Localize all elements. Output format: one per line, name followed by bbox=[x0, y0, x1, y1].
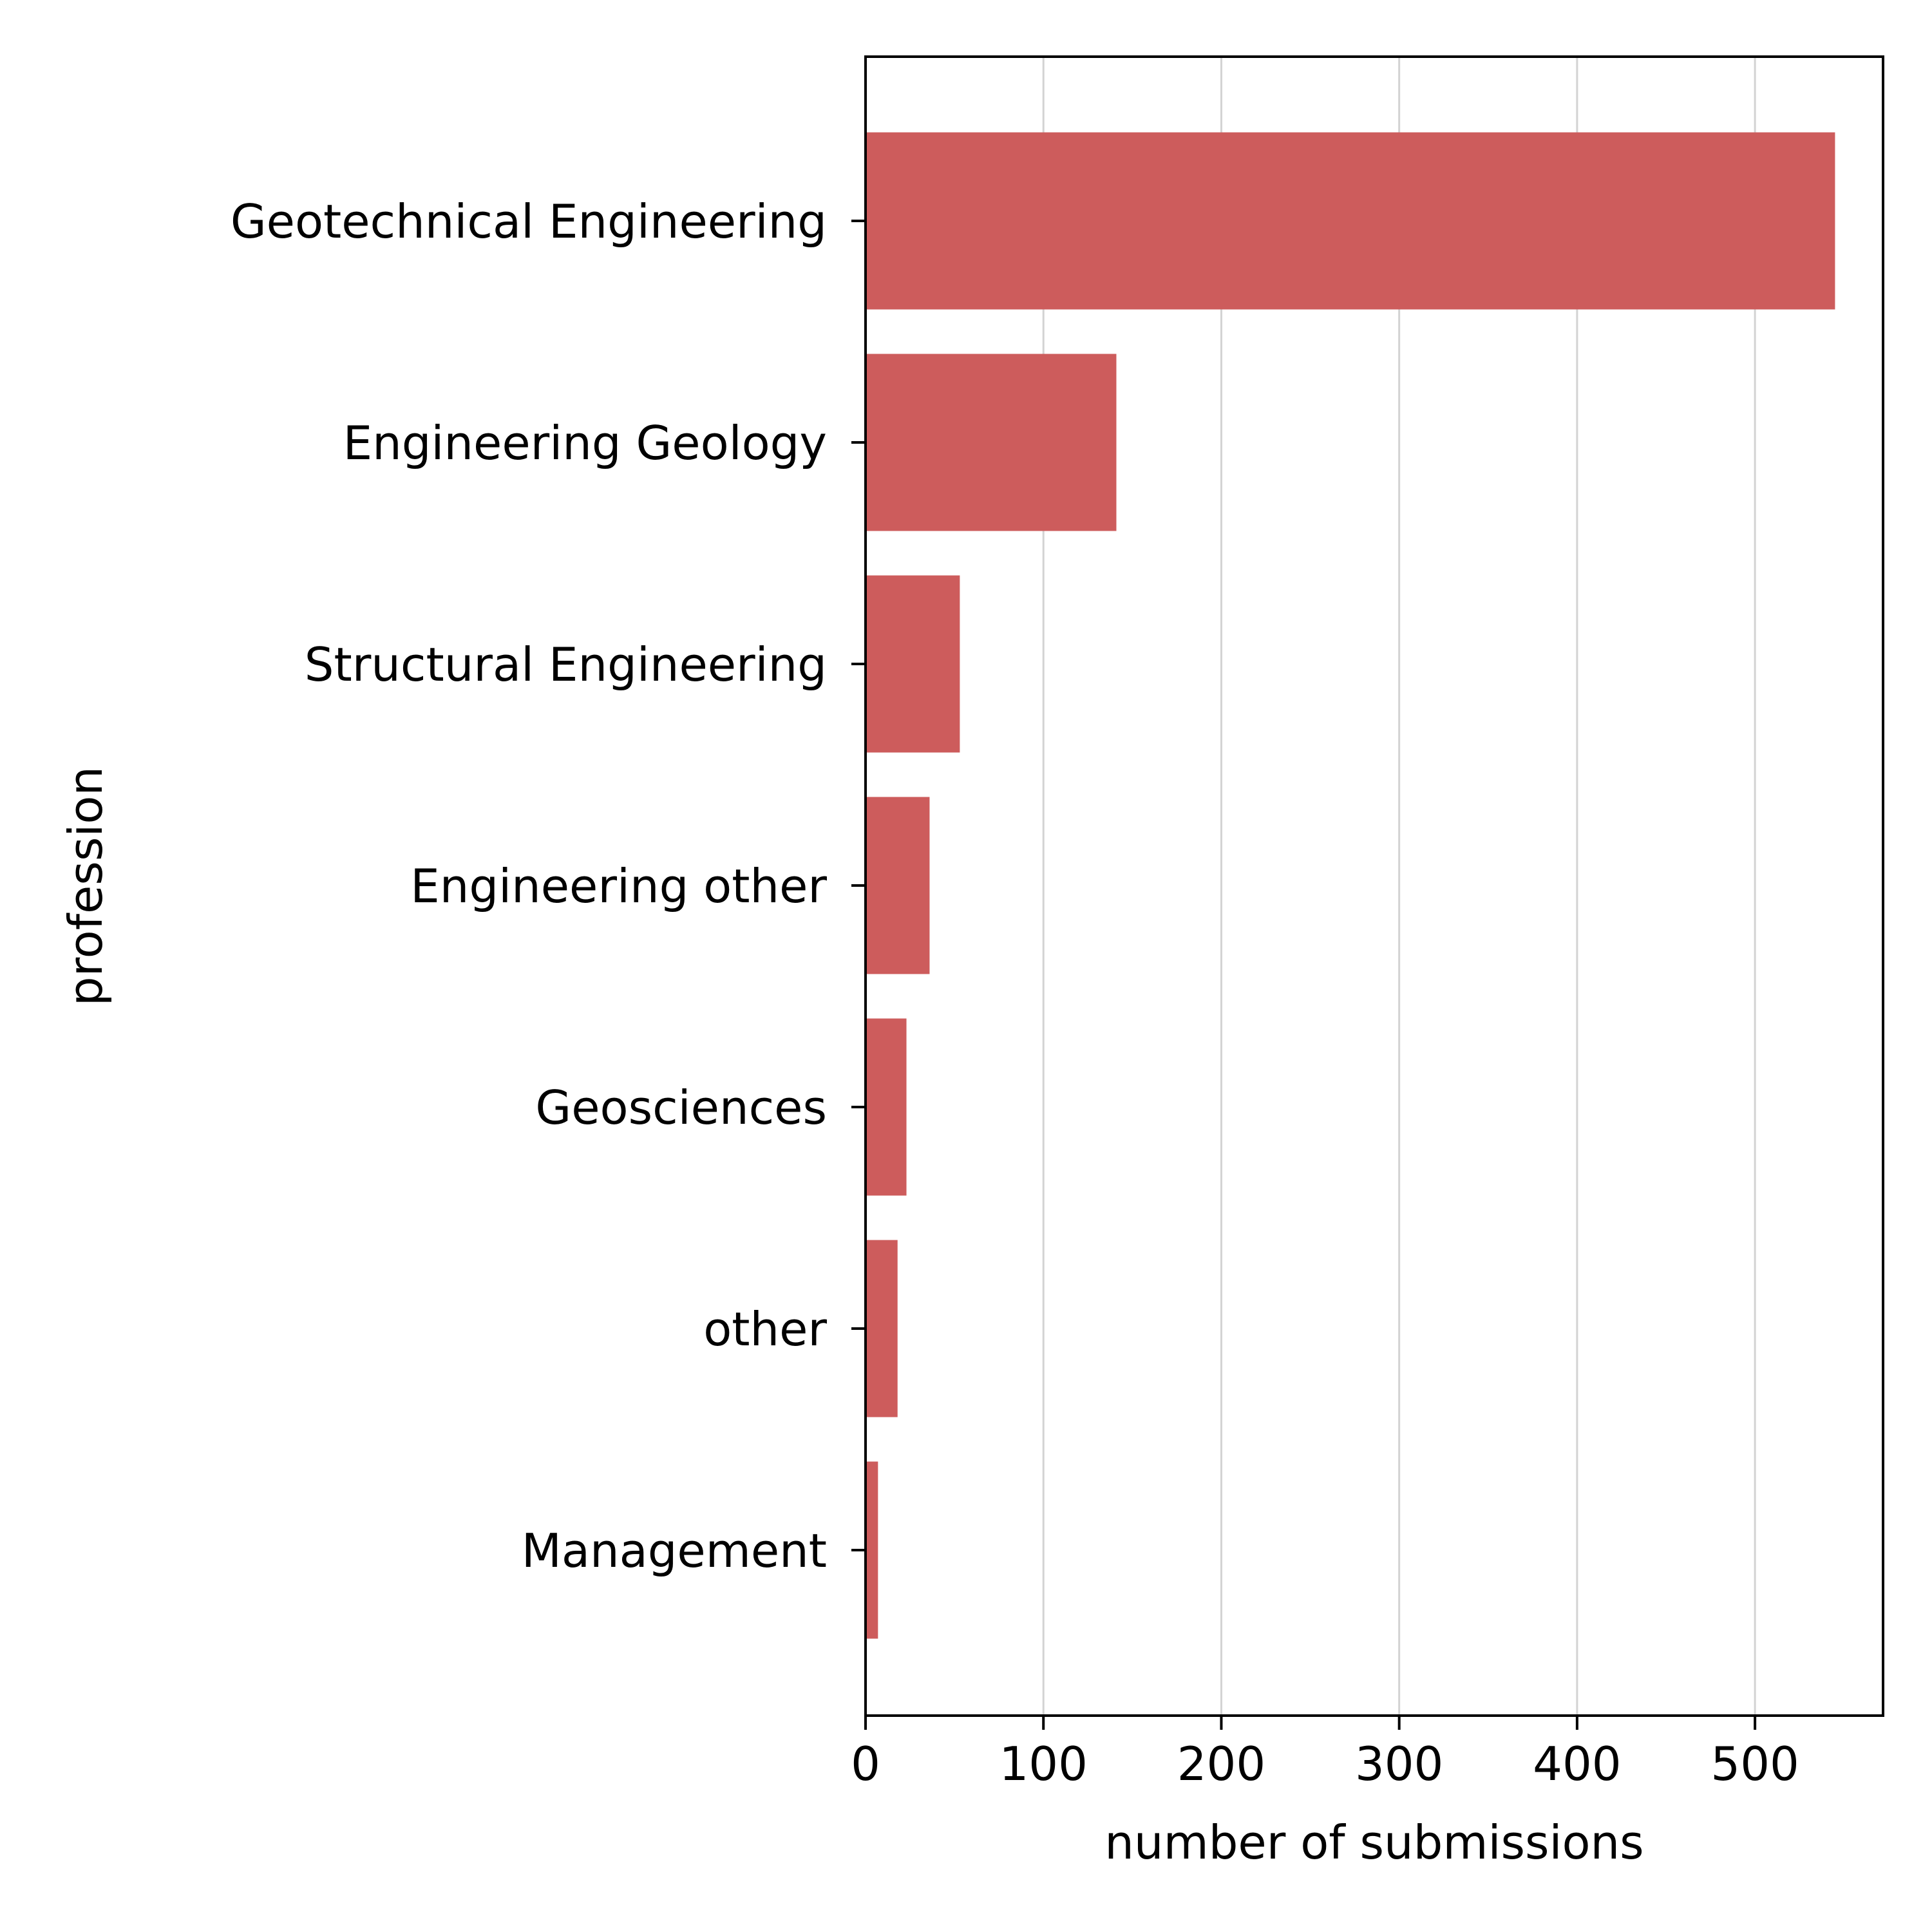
bar-management bbox=[866, 1461, 878, 1639]
y-tick-label-structural-engineering: Structural Engineering bbox=[305, 638, 827, 692]
bars-layer bbox=[866, 132, 1835, 1639]
x-tick-label-100: 100 bbox=[999, 1737, 1088, 1791]
bar-geotechnical-engineering bbox=[866, 132, 1835, 310]
y-tick-label-engineering-geology: Engineering Geology bbox=[343, 416, 827, 470]
grid-layer bbox=[1042, 57, 1756, 1716]
x-tick-label-200: 200 bbox=[1177, 1737, 1265, 1791]
bar-engineering-other bbox=[866, 797, 930, 974]
y-tick-label-engineering-other: Engineering other bbox=[410, 859, 827, 913]
y-tick-label-geosciences: Geosciences bbox=[535, 1081, 827, 1135]
x-tick-label-300: 300 bbox=[1355, 1737, 1443, 1791]
bar-geosciences bbox=[866, 1018, 907, 1196]
bar-engineering-geology bbox=[866, 354, 1117, 531]
y-axis-label: profession bbox=[59, 766, 113, 1006]
y-tick-label-geotechnical-engineering: Geotechnical Engineering bbox=[231, 194, 827, 249]
y-axis: Geotechnical Engineering Engineering Geol… bbox=[231, 194, 866, 1578]
y-tick-label-management: Management bbox=[522, 1524, 827, 1578]
bar-structural-engineering bbox=[866, 575, 960, 753]
x-axis-label: number of submissions bbox=[1104, 1815, 1643, 1870]
x-axis: 0 100 200 300 400 500 bbox=[851, 1716, 1799, 1791]
x-tick-label-400: 400 bbox=[1533, 1737, 1621, 1791]
x-tick-label-500: 500 bbox=[1710, 1737, 1799, 1791]
x-tick-label-0: 0 bbox=[851, 1737, 880, 1791]
y-tick-label-other: other bbox=[703, 1302, 827, 1356]
bar-other bbox=[866, 1240, 898, 1417]
